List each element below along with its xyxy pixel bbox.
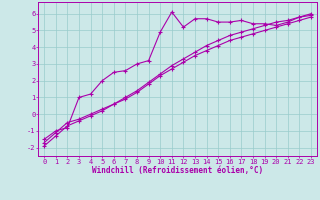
X-axis label: Windchill (Refroidissement éolien,°C): Windchill (Refroidissement éolien,°C) [92,166,263,175]
